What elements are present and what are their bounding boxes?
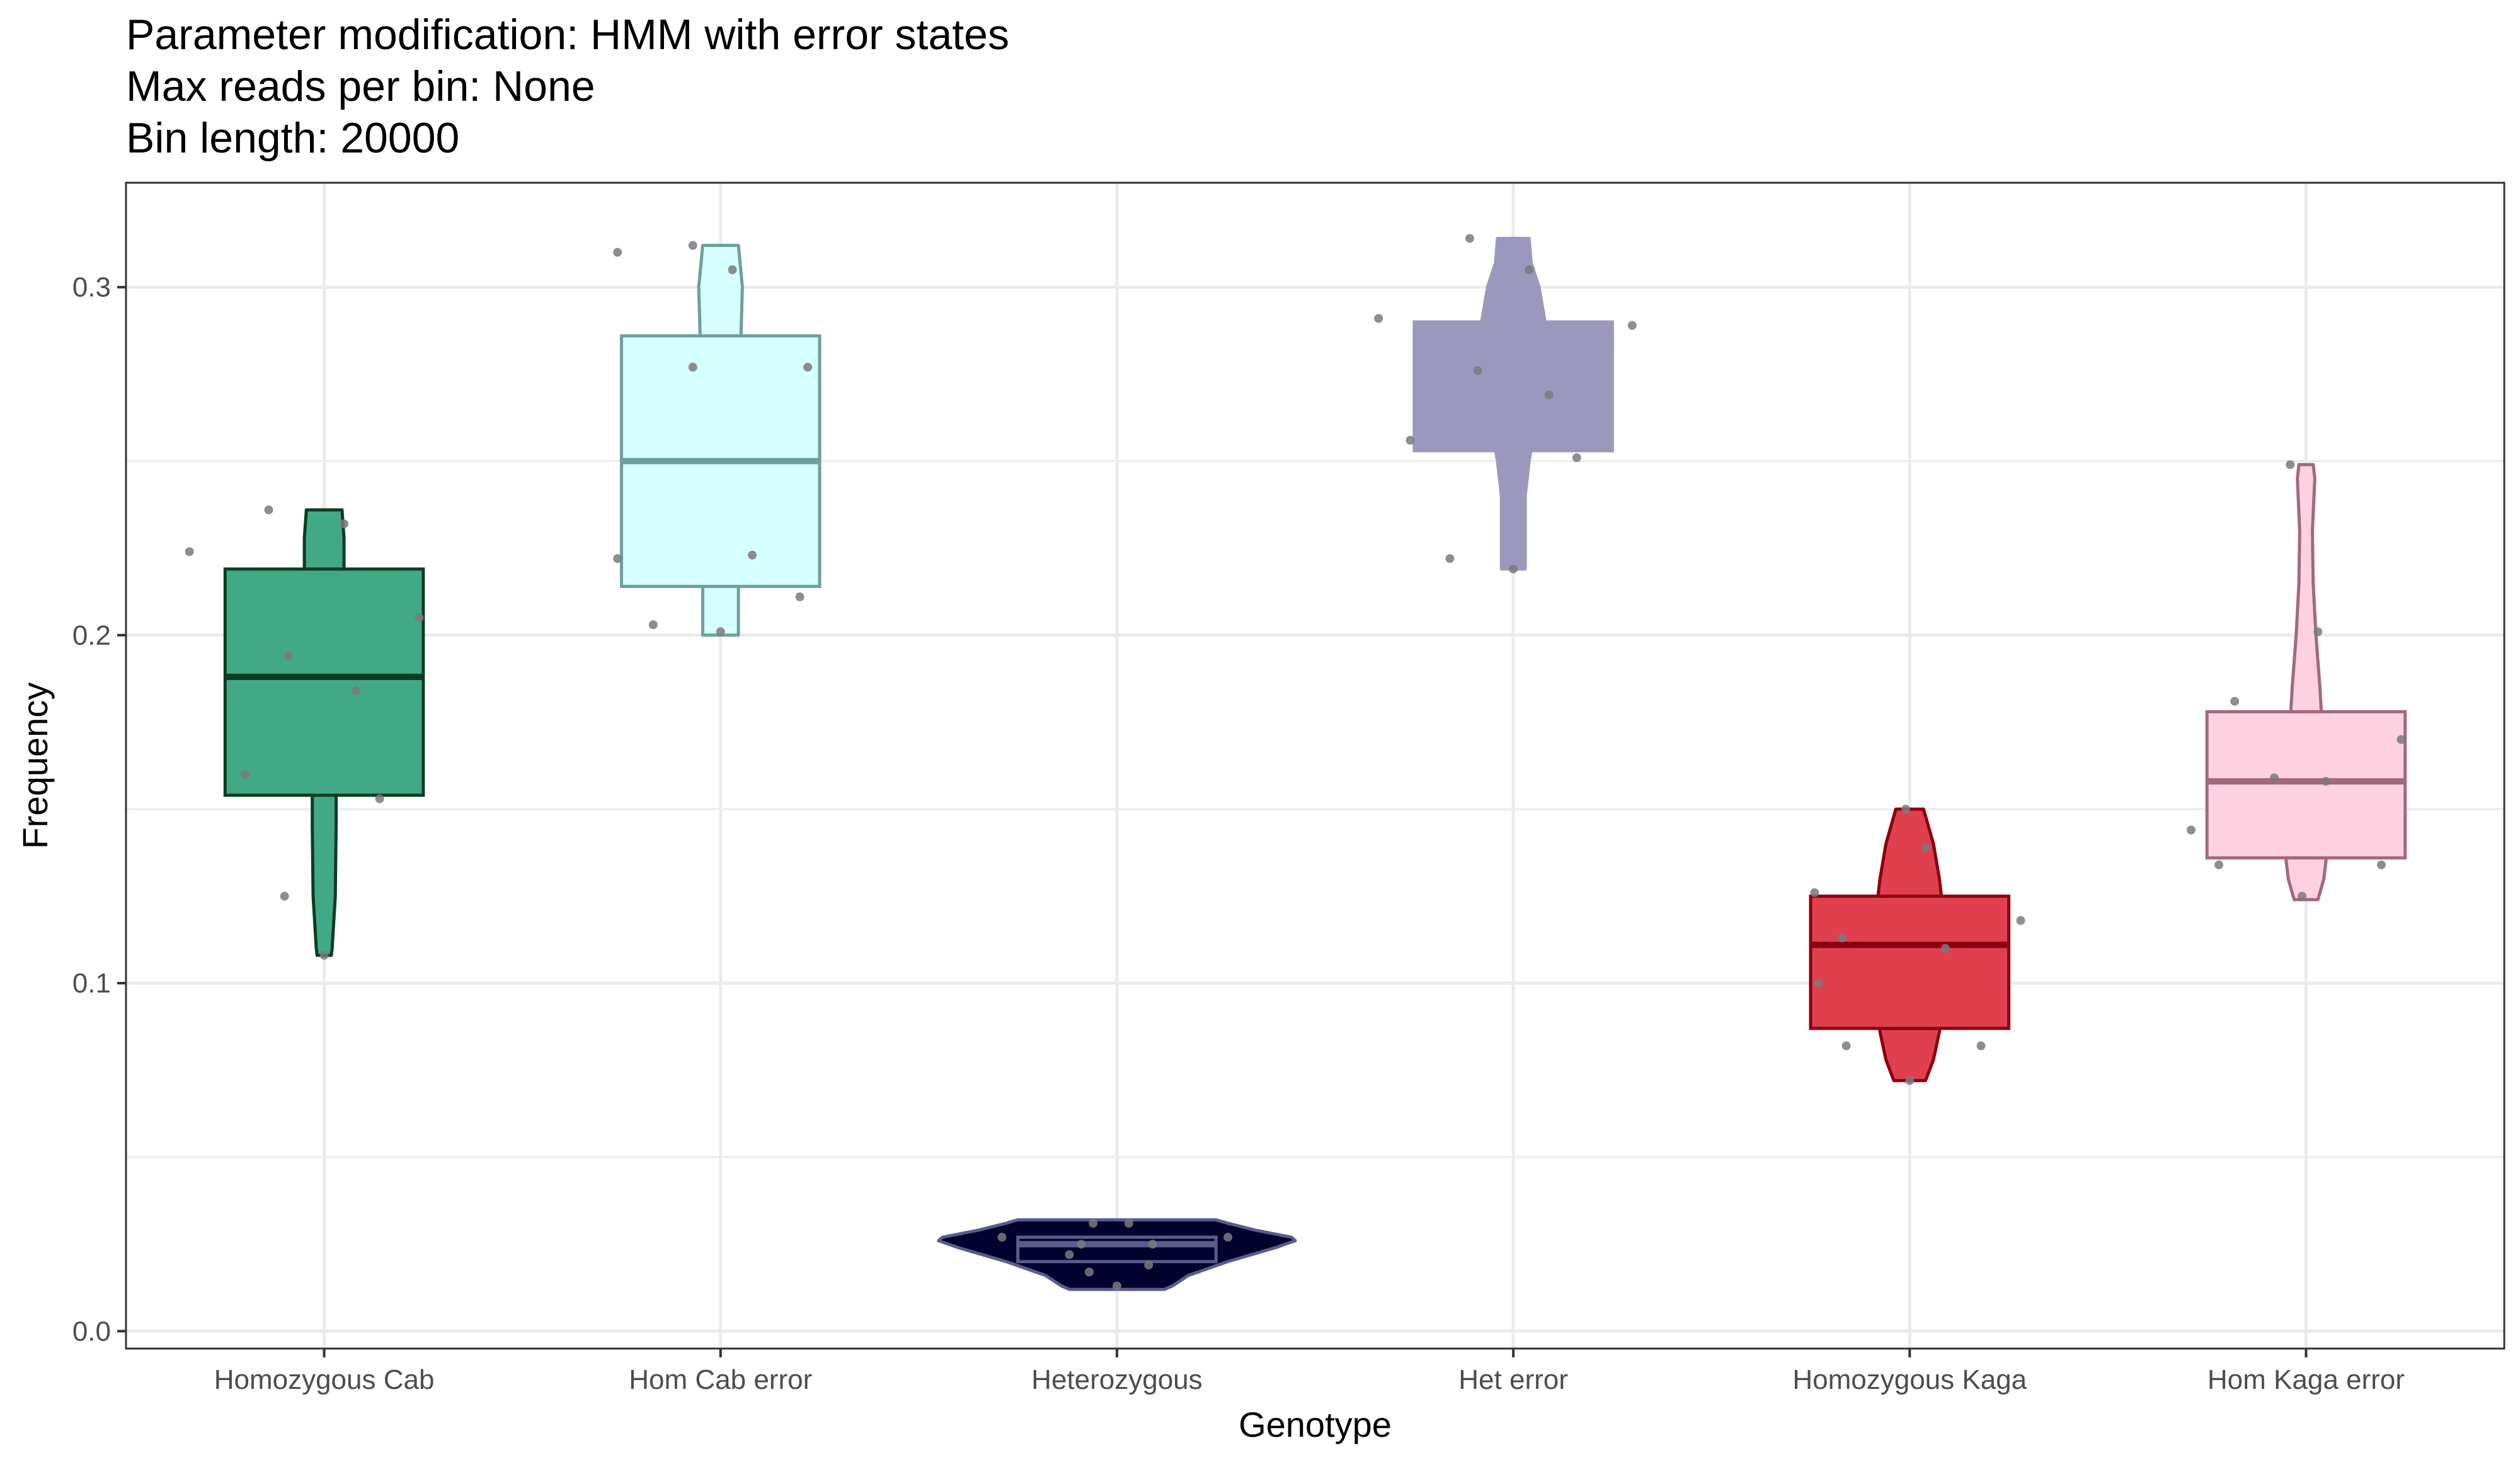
x-tick-label: Homozygous Cab xyxy=(214,1364,435,1395)
data-point xyxy=(1905,1076,1915,1085)
data-point xyxy=(1473,366,1482,376)
data-point xyxy=(2186,826,2196,835)
data-point xyxy=(1940,943,1950,953)
plot-border xyxy=(125,181,2506,1350)
y-axis-title: Frequency xyxy=(15,682,55,849)
data-point xyxy=(613,554,622,563)
data-point xyxy=(648,620,658,630)
data-point xyxy=(748,550,757,560)
data-point xyxy=(2214,860,2223,870)
x-tick-label: Hom Kaga error xyxy=(2208,1364,2405,1395)
data-point xyxy=(2313,627,2323,636)
data-point xyxy=(1374,314,1383,323)
data-point xyxy=(1976,1041,1986,1050)
y-tick-label: 0.2 xyxy=(72,620,111,651)
data-point xyxy=(1627,321,1637,330)
data-point xyxy=(185,547,194,556)
data-point xyxy=(1406,435,1415,445)
data-point xyxy=(264,505,273,515)
data-point xyxy=(1901,805,1910,814)
data-point xyxy=(613,248,622,257)
data-point xyxy=(415,613,424,623)
data-point xyxy=(1223,1233,1233,1242)
data-point xyxy=(284,652,293,661)
data-point xyxy=(1921,843,1930,852)
x-tick-label: Heterozygous xyxy=(1031,1364,1202,1395)
series-group xyxy=(2186,460,2407,902)
data-point xyxy=(795,592,805,602)
title-line-1: Parameter modification: HMM with error s… xyxy=(126,11,1009,59)
series-group xyxy=(937,1218,1297,1291)
data-point xyxy=(1144,1260,1154,1270)
title-line-3: Bin length: 20000 xyxy=(126,114,460,162)
data-point xyxy=(1089,1219,1098,1228)
data-point xyxy=(1465,234,1474,243)
x-tick-label: Hom Cab error xyxy=(629,1364,812,1395)
data-point xyxy=(1065,1250,1074,1259)
data-point xyxy=(240,769,249,779)
data-point xyxy=(1525,265,1534,275)
data-point xyxy=(1572,453,1581,463)
chart-title: Parameter modification: HMM with error s… xyxy=(126,9,1009,164)
box-rect xyxy=(223,567,425,797)
data-point xyxy=(1445,554,1455,563)
data-point xyxy=(2321,776,2330,786)
data-point xyxy=(1112,1281,1121,1291)
x-tick-label: Het error xyxy=(1458,1364,1568,1395)
data-point xyxy=(375,794,384,803)
data-point xyxy=(1509,564,1518,573)
data-point xyxy=(1148,1240,1157,1249)
series-group xyxy=(613,241,822,637)
data-point xyxy=(803,362,813,372)
axes: 0.0 0.1 0.2 0.3 Homozygous Cab Hom Cab error H… xyxy=(72,272,2405,1395)
data-point xyxy=(688,241,697,250)
y-tick-label: 0.1 xyxy=(72,968,111,999)
data-point xyxy=(2270,773,2279,783)
data-point xyxy=(1814,979,1823,988)
data-point xyxy=(2298,892,2307,901)
data-point xyxy=(1544,390,1554,400)
grid-lines xyxy=(126,183,2504,1349)
data-point xyxy=(1124,1219,1133,1228)
data-point xyxy=(997,1233,1007,1242)
box-rect xyxy=(1809,894,2011,1030)
data-point xyxy=(2016,916,2025,925)
series-group xyxy=(1809,805,2025,1085)
data-point xyxy=(728,265,737,275)
data-point xyxy=(1841,1041,1851,1050)
data-point xyxy=(1810,888,1819,897)
data-point xyxy=(2286,460,2295,469)
series-group xyxy=(1374,234,1637,573)
box-rect xyxy=(1016,1235,1218,1263)
title-line-2: Max reads per bin: None xyxy=(126,62,595,110)
data-point xyxy=(351,686,360,696)
y-tick-label: 0.0 xyxy=(72,1316,111,1347)
data-point xyxy=(1077,1240,1086,1249)
data-point xyxy=(688,362,697,372)
data-point xyxy=(1084,1267,1094,1277)
data-point xyxy=(2397,735,2406,744)
box-rect xyxy=(2205,710,2407,860)
data-point xyxy=(716,627,725,636)
data-point xyxy=(340,519,349,529)
data-point xyxy=(2230,696,2240,706)
series-group xyxy=(185,505,425,960)
series-layer xyxy=(185,234,2407,1291)
data-point xyxy=(1838,933,1847,943)
data-point xyxy=(319,950,329,960)
y-tick-label: 0.3 xyxy=(72,272,111,303)
data-point xyxy=(280,892,289,901)
data-point xyxy=(2376,860,2386,870)
x-axis-title: Genotype xyxy=(1239,1405,1392,1444)
x-tick-label: Homozygous Kaga xyxy=(1792,1364,2027,1395)
